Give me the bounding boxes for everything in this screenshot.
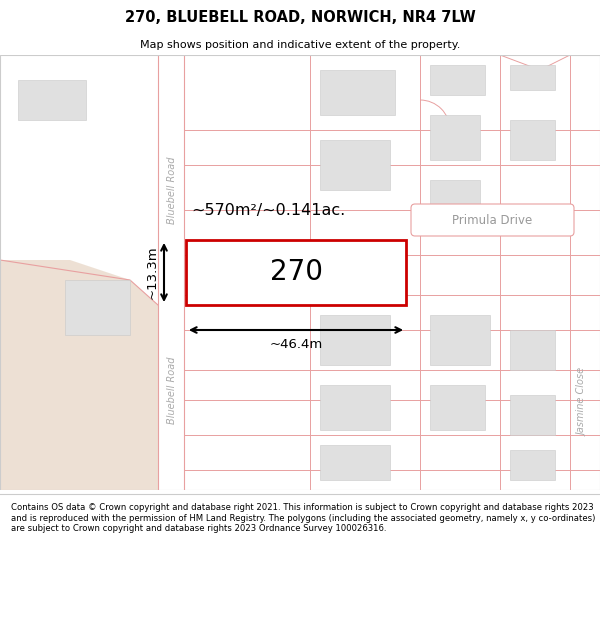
Text: Bluebell Road: Bluebell Road: [167, 356, 177, 424]
Bar: [430, 180, 480, 220]
Bar: [430, 385, 485, 430]
Bar: [510, 395, 555, 435]
Text: Map shows position and indicative extent of the property.: Map shows position and indicative extent…: [140, 39, 460, 49]
Text: ~46.4m: ~46.4m: [269, 338, 323, 351]
Text: Primula Drive: Primula Drive: [452, 214, 533, 226]
Bar: [320, 445, 390, 480]
Text: 270: 270: [269, 259, 323, 286]
Text: ~13.3m: ~13.3m: [146, 246, 159, 299]
Bar: [320, 385, 390, 430]
Bar: [186, 240, 406, 305]
Bar: [510, 450, 555, 480]
Bar: [320, 140, 390, 190]
Bar: [430, 315, 490, 365]
Bar: [430, 65, 485, 95]
Polygon shape: [0, 260, 158, 490]
Bar: [510, 65, 555, 90]
Text: 270, BLUEBELL ROAD, NORWICH, NR4 7LW: 270, BLUEBELL ROAD, NORWICH, NR4 7LW: [125, 10, 475, 25]
Bar: [430, 115, 480, 160]
Text: Jasmine Close: Jasmine Close: [578, 368, 588, 436]
Bar: [18, 80, 86, 120]
Bar: [158, 55, 184, 490]
Bar: [320, 315, 390, 365]
Text: ~570m²/~0.141ac.: ~570m²/~0.141ac.: [191, 202, 345, 217]
Bar: [65, 280, 130, 335]
FancyBboxPatch shape: [411, 204, 574, 236]
Bar: [510, 120, 555, 160]
Bar: [320, 70, 395, 115]
Text: Bluebell Road: Bluebell Road: [167, 156, 177, 224]
Bar: [510, 330, 555, 370]
Text: Contains OS data © Crown copyright and database right 2021. This information is : Contains OS data © Crown copyright and d…: [11, 504, 595, 533]
